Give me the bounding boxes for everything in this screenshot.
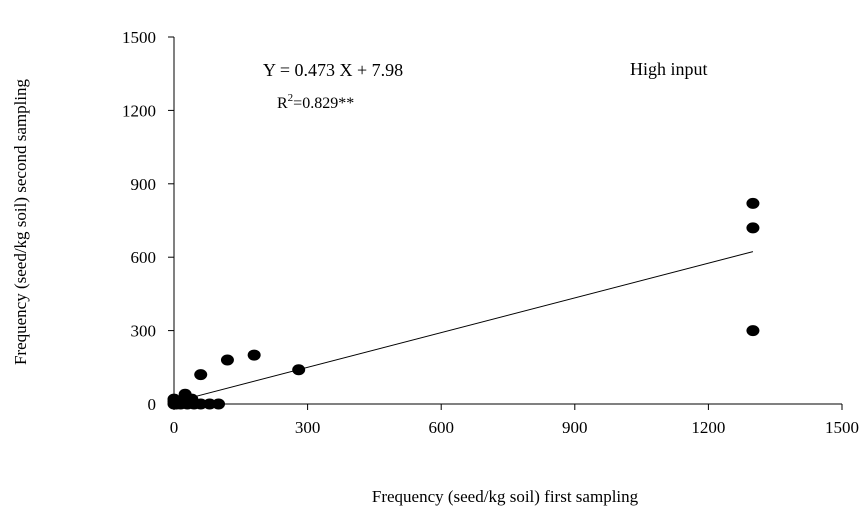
data-point — [194, 398, 208, 410]
data-point — [194, 369, 208, 381]
x-tick-label: 900 — [562, 418, 588, 437]
data-point — [746, 197, 760, 209]
x-tick-label: 300 — [295, 418, 321, 437]
y-tick-label: 1500 — [122, 28, 156, 47]
data-point — [746, 325, 760, 337]
axes — [173, 37, 842, 405]
data-point — [247, 349, 261, 361]
x-axis-title: Frequency (seed/kg soil) first sampling — [372, 487, 639, 506]
y-tick-label: 1200 — [122, 101, 156, 120]
trendline-group — [173, 251, 754, 403]
x-tick-label: 0 — [170, 418, 179, 437]
x-tick-label: 1200 — [691, 418, 725, 437]
y-tick-label: 600 — [131, 248, 157, 267]
series-label: High input — [630, 59, 708, 79]
data-point — [746, 222, 760, 234]
data-point — [220, 354, 234, 366]
data-point — [292, 364, 306, 376]
equation-label: Y = 0.473 X + 7.98 — [263, 60, 403, 80]
x-tick-label: 600 — [428, 418, 454, 437]
y-axis-title: Frequency (seed/kg soil) second sampling — [11, 78, 30, 365]
r-squared-prefix: R — [277, 95, 288, 112]
r-squared-value: =0.829** — [293, 95, 354, 112]
y-tick-label: 0 — [148, 395, 157, 414]
r-squared-superscript: 2 — [288, 92, 294, 104]
r-squared-label: R2=0.829** — [277, 92, 354, 112]
ticks: 0 300 600 900 1200 1500 0 300 600 900 1200 1500 — [122, 28, 859, 437]
y-tick-label: 900 — [131, 175, 157, 194]
x-tick-label: 1500 — [825, 418, 859, 437]
data-point — [212, 398, 226, 410]
y-tick-label: 300 — [131, 322, 157, 341]
data-point — [203, 398, 217, 410]
trendline — [173, 251, 754, 403]
data-points — [167, 197, 760, 410]
